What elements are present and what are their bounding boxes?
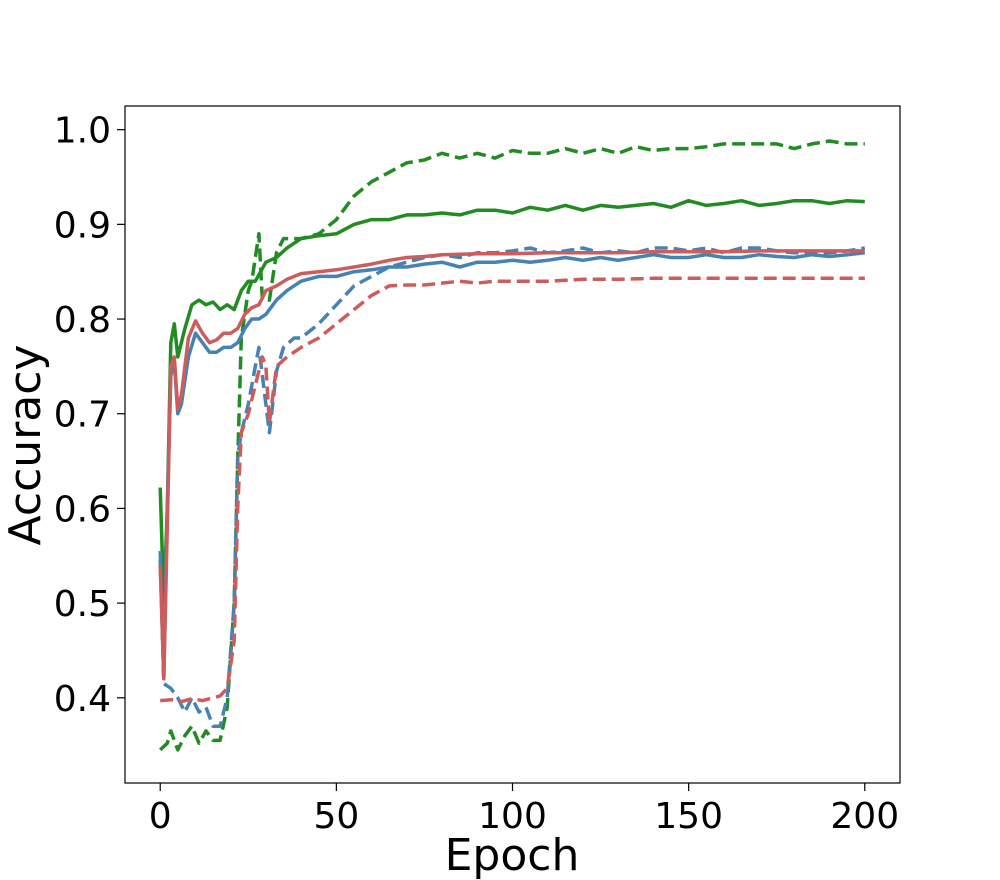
- y-tick-label: 0.4: [54, 679, 111, 720]
- series-line-2: [158, 198, 865, 605]
- x-axis: 0 50 100 150 200: [149, 783, 899, 837]
- x-tick-label: 150: [654, 796, 723, 837]
- series-line-1: [158, 139, 865, 752]
- x-tick-label: 50: [313, 796, 359, 837]
- x-tick-label: 200: [830, 796, 899, 837]
- series-line-6: [158, 249, 865, 681]
- series-line-4: [158, 251, 865, 681]
- y-axis: 0.4 0.5 0.6 0.7 0.8 0.9 1.0: [54, 111, 125, 720]
- y-tick-label: 0.9: [54, 205, 111, 246]
- series-group: [158, 139, 866, 752]
- y-tick-label: 0.5: [54, 584, 111, 625]
- y-axis-title: Accuracy: [0, 345, 51, 546]
- x-tick-label: 0: [149, 796, 172, 837]
- x-tick-label: 100: [478, 796, 547, 837]
- y-tick-label: 0.7: [54, 395, 111, 436]
- x-axis-title: Epoch: [445, 830, 580, 880]
- series-line-3: [158, 246, 866, 728]
- y-tick-label: 0.6: [54, 489, 111, 530]
- series-line-5: [160, 276, 865, 704]
- y-tick-label: 0.8: [54, 300, 111, 341]
- y-tick-label: 1.0: [54, 111, 111, 152]
